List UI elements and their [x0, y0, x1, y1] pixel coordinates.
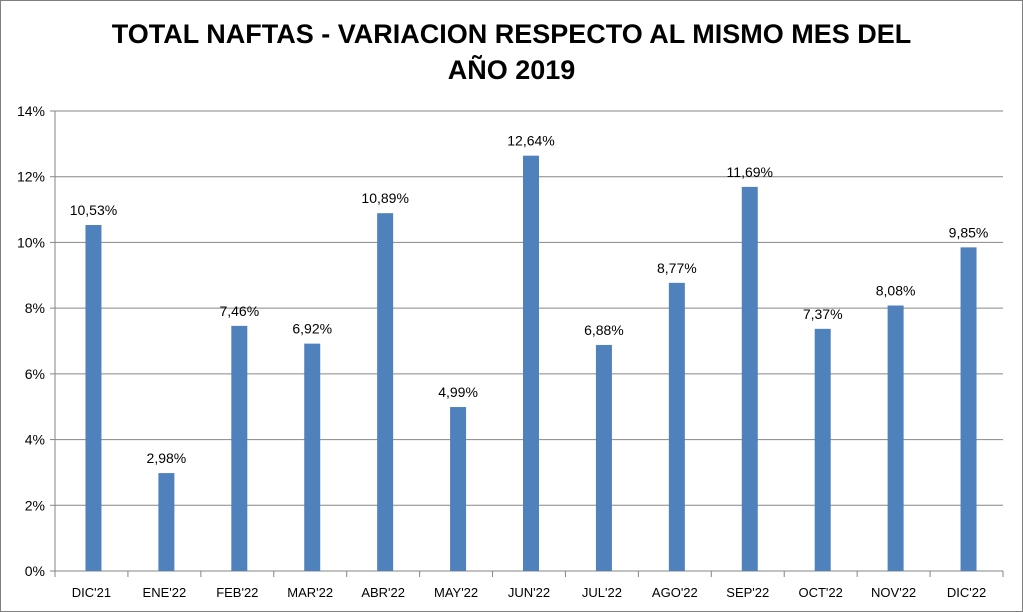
bar: [887, 305, 904, 571]
x-tick-label: DIC'21: [72, 585, 111, 600]
bar: [231, 325, 248, 571]
x-tick-label: SEP'22: [726, 585, 769, 600]
chart-title: TOTAL NAFTAS - VARIACION RESPECTO AL MIS…: [0, 16, 1023, 88]
x-tick-label: AGO'22: [652, 585, 698, 600]
bar: [304, 343, 321, 571]
bar: [158, 473, 175, 571]
x-tick-label: MAY'22: [434, 585, 478, 600]
x-tick-label: MAR'22: [287, 585, 333, 600]
data-label: 6,88%: [584, 322, 624, 338]
x-tick-label: OCT'22: [798, 585, 842, 600]
data-label: 4,99%: [438, 384, 478, 400]
y-tick-label: 10%: [17, 234, 45, 250]
data-label: 9,85%: [949, 224, 989, 240]
data-label: 10,53%: [70, 202, 117, 218]
data-label: 7,37%: [803, 306, 843, 322]
y-tick-label: 0%: [25, 563, 45, 579]
x-tick-label: ABR'22: [361, 585, 405, 600]
data-label: 6,92%: [292, 321, 332, 337]
bar: [450, 407, 467, 571]
bar: [85, 225, 102, 571]
data-label: 11,69%: [727, 164, 773, 180]
data-label: 2,98%: [147, 450, 187, 466]
bar: [741, 186, 758, 571]
data-label: 7,46%: [219, 303, 259, 319]
y-tick-label: 4%: [25, 432, 45, 448]
y-tick-label: 12%: [17, 169, 45, 185]
y-tick-label: 8%: [25, 300, 45, 316]
x-tick-label: JUN'22: [508, 585, 550, 600]
bar: [960, 247, 977, 571]
bar: [523, 155, 539, 571]
chart-title-line2: AÑO 2019: [447, 55, 576, 85]
x-tick-label: FEB'22: [216, 585, 258, 600]
bar: [595, 344, 612, 571]
data-label: 8,08%: [876, 283, 916, 299]
x-tick-label: NOV'22: [871, 585, 916, 600]
data-label: 12,64%: [507, 133, 554, 149]
bar: [814, 328, 831, 571]
data-label: 8,77%: [657, 260, 697, 276]
bar: [668, 282, 685, 571]
y-tick-label: 6%: [25, 366, 45, 382]
y-tick-label: 2%: [25, 497, 45, 513]
bar: [377, 213, 394, 571]
x-tick-label: DIC'22: [947, 585, 986, 600]
x-tick-label: JUL'22: [582, 585, 622, 600]
chart-title-line1: TOTAL NAFTAS - VARIACION RESPECTO AL MIS…: [111, 19, 912, 49]
y-tick-label: 14%: [17, 103, 45, 119]
x-tick-label: ENE'22: [143, 585, 187, 600]
data-label: 10,89%: [361, 190, 408, 206]
